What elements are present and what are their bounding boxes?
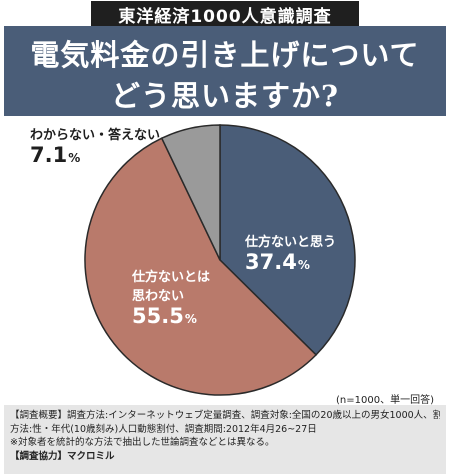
slice-label-unknown-text: わからない・答えない (30, 128, 161, 143)
slice-value-disagree-unit: % (184, 312, 197, 326)
pie-slice-agree (219, 124, 356, 356)
slice-value-agree: 37.4% (245, 250, 336, 274)
chart-title-line1: 電気料金の引き上げについて (30, 38, 420, 72)
slice-label-agree-text: 仕方ないと思う (245, 235, 337, 250)
slice-value-unknown-unit: % (68, 151, 81, 165)
slice-label-agree: 仕方ないと思う 37.4% (245, 231, 336, 274)
slice-label-disagree-line2: 思わない (132, 289, 185, 304)
footer-line3: ※対象者を統計的な方法で抽出した世論調査などとは異なる。 (10, 437, 275, 448)
footer-cooperation: 【調査協力】マクロミル (10, 450, 440, 464)
slice-value-disagree-number: 55.5 (132, 304, 184, 328)
pie-slice-disagree (84, 137, 318, 396)
footer-line1: 【調査概要】調査方法:インターネットウェブ定量調査、調査対象:全国の20歳以上の… (10, 410, 440, 421)
footer-line2: 方法:性・年代(10歳刻み)人口動態割付、調査期間:2012年4月26~27日 (10, 423, 317, 435)
slice-label-disagree: 仕方ないとは 思わない 55.5% (132, 266, 210, 328)
footer-cooperation-label: 【調査協力】 (10, 450, 68, 462)
survey-footer: 【調査概要】調査方法:インターネットウェブ定量調査、調査対象:全国の20歳以上の… (4, 405, 446, 474)
sample-note: (n=1000、単一回答) (336, 395, 434, 406)
footer-cooperation-value: マクロミル (67, 450, 115, 462)
title-banner: 電気料金の引き上げについて どう思いますか? (4, 26, 446, 116)
slice-label-disagree-line1: 仕方ないとは (132, 270, 211, 285)
chart-title-line2: どう思いますか? (111, 79, 339, 113)
slice-value-agree-number: 37.4 (245, 250, 297, 274)
slice-value-unknown: 7.1% (30, 143, 160, 167)
slice-label-unknown: わからない・答えない 7.1% (30, 124, 160, 167)
survey-label: 東洋経済1000人意識調査 (91, 1, 359, 27)
slice-value-agree-unit: % (297, 258, 310, 272)
slice-value-disagree: 55.5% (132, 304, 210, 328)
slice-value-unknown-number: 7.1 (30, 143, 68, 167)
pie-slice-unknown (160, 124, 221, 261)
